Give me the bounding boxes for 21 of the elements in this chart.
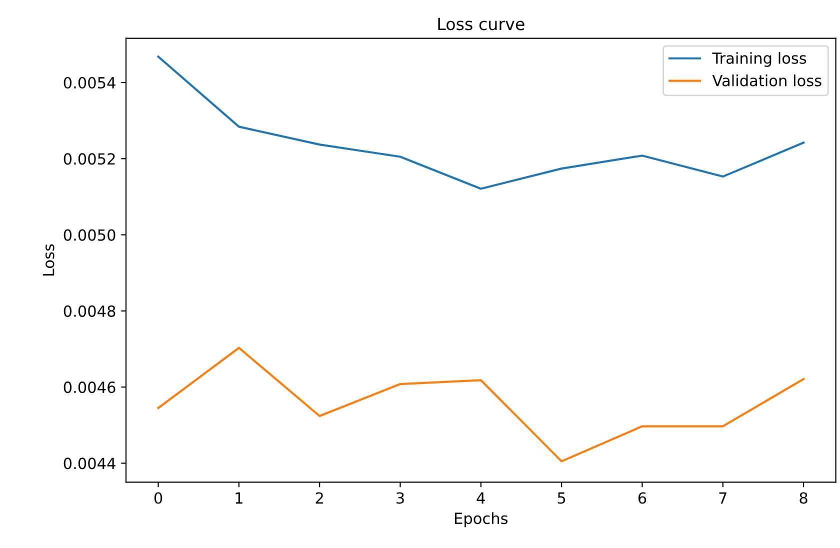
x-tick-label: 7 [719, 492, 726, 504]
x-tick-label: 4 [476, 492, 485, 504]
y-tick-label: 0.0050 [64, 229, 116, 241]
x-tick-label: 1 [236, 492, 242, 504]
x-axis-title: Epochs [455, 512, 508, 528]
y-tick-label: 0.0046 [64, 382, 116, 394]
legend-label: Training loss [712, 52, 806, 67]
x-tick-label: 0 [154, 492, 162, 504]
legend-label: Validation loss [712, 74, 822, 86]
y-tick-label: 0.0048 [64, 305, 116, 317]
line-series [157, 346, 805, 462]
x-tick-label: 5 [558, 492, 566, 504]
chart-title: Loss curve [438, 18, 524, 30]
x-tick-label: 6 [638, 492, 646, 504]
x-tick-label: 3 [396, 492, 404, 504]
x-tick-label: 2 [316, 492, 323, 504]
x-tick-label: 8 [800, 492, 808, 504]
y-tick-label: 0.0044 [64, 458, 116, 470]
y-axis-title: Loss [42, 244, 54, 276]
y-tick-label: 0.0052 [64, 153, 115, 165]
y-tick-label: 0.0054 [64, 76, 116, 89]
